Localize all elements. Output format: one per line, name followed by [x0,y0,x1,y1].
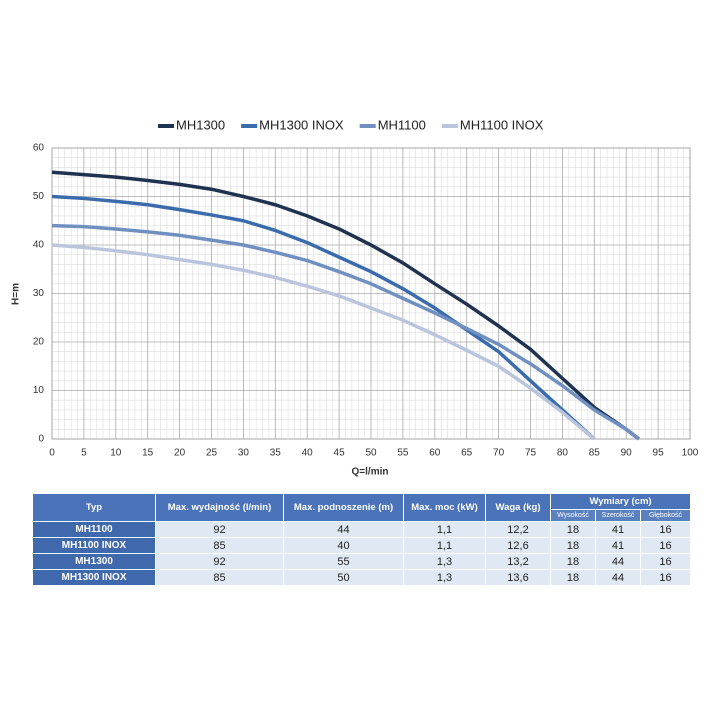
value-cell: 1,3 [403,569,486,586]
x-tick-label: 25 [206,448,218,459]
value-cell: 18 [550,537,596,554]
x-tick-label: 15 [142,448,154,459]
subheader-cell: Głębokość [639,509,692,522]
value-cell: 16 [639,537,692,554]
x-tick-label: 40 [302,448,314,459]
value-cell: 12,6 [485,537,551,554]
type-cell: MH1100 INOX [32,537,156,554]
x-tick-label: 65 [461,448,473,459]
x-tick-label: 45 [334,448,346,459]
value-cell: 18 [550,553,596,570]
header-cell: Waga (kg) [485,493,551,522]
legend-label: MH1100 [378,117,426,132]
value-cell: 55 [283,553,404,570]
x-tick-label: 90 [621,448,633,459]
x-tick-label: 100 [682,448,699,459]
y-tick-label: 0 [38,434,44,445]
subheader-cell: Wysokość [550,509,596,522]
legend-label: MH1100 INOX [460,117,544,132]
x-tick-label: 60 [429,448,441,459]
x-tick-label: 35 [270,448,282,459]
x-tick-label: 70 [493,448,505,459]
value-cell: 40 [283,537,404,554]
x-tick-label: 30 [238,448,250,459]
legend-item: MH1300 INOX [241,117,344,132]
type-cell: MH1300 INOX [32,569,156,586]
value-cell: 44 [283,521,404,538]
legend-item: MH1300 [158,117,225,132]
value-cell: 41 [595,537,641,554]
x-tick-label: 5 [81,448,87,459]
table-body: MH1100 92 44 1,1 12,2 18 41 16 MH1100 INOX 85 40 1,… [32,521,692,586]
type-cell: MH1100 [32,521,156,538]
x-tick-label: 75 [525,448,537,459]
chart: Q=l/min H=m 0 5 10 15 20 25 30 35 40 45 50 55 60 65 70… [11,117,699,478]
y-tick-label: 20 [33,337,45,348]
value-cell: 50 [283,569,404,586]
y-tick-label: 40 [33,240,45,251]
x-tick-label: 20 [174,448,186,459]
x-tick-label: 85 [589,448,601,459]
header-cell: Typ [32,493,156,522]
value-cell: 1,1 [403,537,486,554]
value-cell: 16 [639,521,692,538]
header-cell: Max. moc (kW) [403,493,486,522]
value-cell: 44 [595,553,641,570]
x-tick-label: 10 [110,448,122,459]
value-cell: 1,3 [403,553,486,570]
table-row: MH1100 92 44 1,1 12,2 18 41 16 [32,521,692,538]
value-cell: 16 [639,569,692,586]
header-cell: Max. wydajność (l/min) [155,493,284,522]
value-cell: 92 [155,521,284,538]
value-cell: 85 [155,569,284,586]
header-cell: Wymiary (cm) [549,493,692,510]
value-cell: 13,6 [485,569,551,586]
y-axis-label: H=m [11,283,22,305]
value-cell: 12,2 [485,521,551,538]
x-tick-label: 80 [557,448,569,459]
series-line [51,223,641,441]
y-tick-label: 30 [33,288,45,299]
header-cell: Max. podnoszenie (m) [283,493,404,522]
y-tick-label: 10 [33,385,45,396]
value-cell: 44 [595,569,641,586]
spec-table: Typ Max. wydajność (l/min) Max. podnosze… [32,493,692,586]
value-cell: 41 [595,521,641,538]
x-tick-label: 0 [49,448,55,459]
table-row: MH1300 INOX 85 50 1,3 13,6 18 44 16 [32,569,692,586]
value-cell: 1,1 [403,521,486,538]
series-line [51,170,641,441]
value-cell: 13,2 [485,553,551,570]
series-line [51,243,596,441]
value-cell: 18 [550,569,596,586]
type-cell: MH1300 [32,553,156,570]
series-line [51,194,596,441]
y-tick-label: 60 [33,143,45,154]
x-tick-label: 55 [397,448,409,459]
table-row: MH1100 INOX 85 40 1,1 12,6 18 41 16 [32,537,692,554]
y-tick-label: 50 [33,191,45,202]
value-cell: 85 [155,537,284,554]
value-cell: 16 [639,553,692,570]
value-cell: 92 [155,553,284,570]
subheader-cell: Szerokość [595,509,641,522]
x-tick-label: 50 [365,448,377,459]
legend-label: MH1300 INOX [259,117,344,132]
x-axis-label: Q=l/min [352,467,389,478]
legend-item: MH1100 [359,117,426,132]
legend-label: MH1300 [176,117,225,132]
x-tick-label: 95 [653,448,665,459]
value-cell: 18 [550,521,596,538]
table-row: MH1300 92 55 1,3 13,2 18 44 16 [32,553,692,570]
legend-item: MH1100 INOX [441,117,544,132]
